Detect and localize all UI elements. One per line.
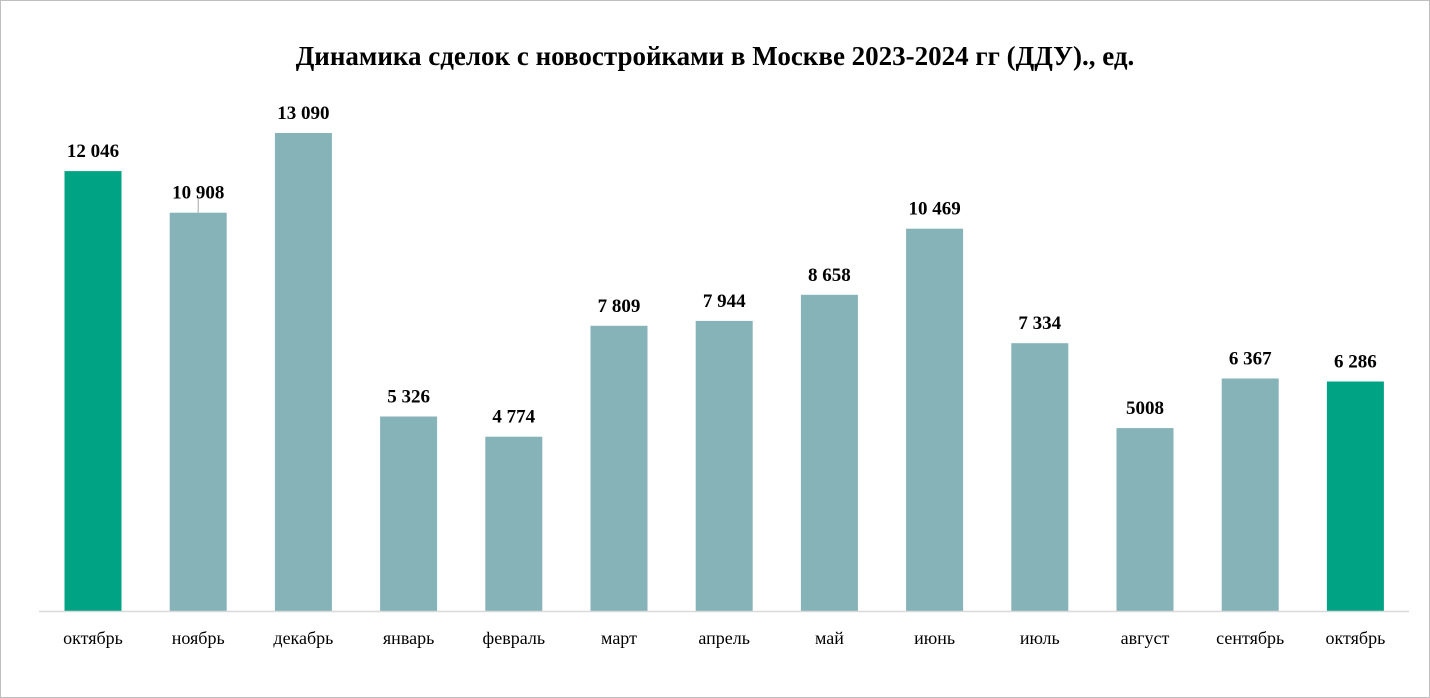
bar-4 <box>380 416 438 611</box>
category-label-9: июнь <box>914 628 955 648</box>
bar-13 <box>1326 381 1384 611</box>
value-label-9: 10 469 <box>908 199 960 220</box>
category-label-13: октябрь <box>1326 628 1386 648</box>
value-label-4: 5 326 <box>387 387 430 408</box>
bar-12 <box>1221 378 1279 611</box>
bar-3 <box>274 133 332 611</box>
value-label-12: 6 367 <box>1229 349 1272 370</box>
value-label-11: 5008 <box>1126 398 1164 419</box>
category-label-3: декабрь <box>273 628 333 648</box>
category-label-2: ноябрь <box>172 628 225 648</box>
category-label-5: февраль <box>483 628 546 648</box>
category-label-10: июль <box>1020 628 1060 648</box>
category-label-1: октябрь <box>63 628 123 648</box>
value-label-7: 7 944 <box>703 291 746 312</box>
value-label-3: 13 090 <box>277 103 329 124</box>
category-label-12: сентябрь <box>1216 628 1284 648</box>
value-label-5: 4 774 <box>492 407 535 428</box>
value-label-13: 6 286 <box>1334 352 1377 373</box>
bar-7 <box>695 320 753 611</box>
bar-2 <box>169 212 227 611</box>
value-label-6: 7 809 <box>598 296 641 317</box>
category-label-4: январь <box>383 628 434 648</box>
bar-9 <box>906 228 964 611</box>
bar-6 <box>590 325 648 611</box>
bar-8 <box>800 294 858 611</box>
bar-1 <box>64 171 122 611</box>
category-label-6: март <box>601 628 637 648</box>
value-label-8: 8 658 <box>808 265 851 286</box>
category-label-11: август <box>1121 628 1170 648</box>
bar-10 <box>1011 343 1069 611</box>
value-label-10: 7 334 <box>1018 313 1061 334</box>
value-label-2: 10 908 <box>172 183 224 204</box>
chart-title: Динамика сделок с новостройками в Москве… <box>295 41 1135 71</box>
category-label-8: май <box>815 628 844 648</box>
bar-11 <box>1116 428 1174 611</box>
category-label-7: апрель <box>698 628 750 648</box>
bar-5 <box>485 436 543 611</box>
value-label-1: 12 046 <box>67 141 119 162</box>
